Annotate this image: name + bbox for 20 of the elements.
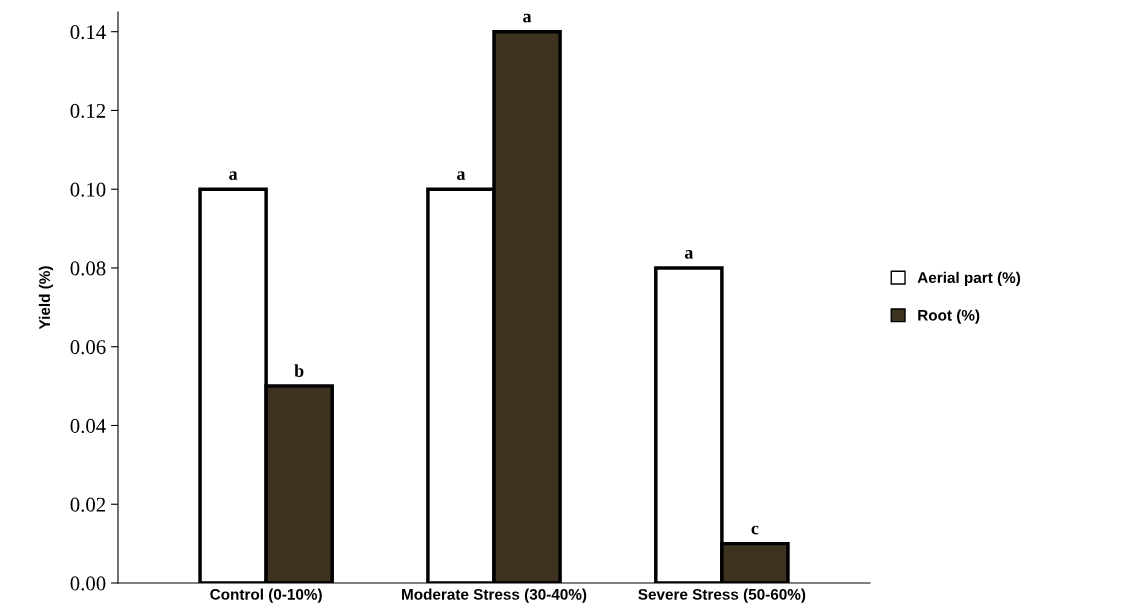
y-axis-title: Yield (%) [38, 266, 54, 330]
data-label: a [229, 171, 238, 180]
data-label: a [523, 13, 532, 23]
data-label: a [457, 171, 466, 180]
y-tick-label: 0.00 [70, 576, 106, 591]
y-tick-label: 0.06 [70, 340, 106, 355]
y-tick-label: 0.14 [70, 25, 106, 40]
data-label: c [751, 525, 759, 535]
x-tick-label: Moderate Stress (30-40%) [402, 588, 587, 603]
data-label: b [294, 364, 304, 377]
legend-label: Aerial part (%) [917, 271, 1021, 287]
y-tick-label: 0.02 [70, 497, 106, 512]
y-tick-label: 0.10 [70, 182, 106, 197]
x-tick-label: Control (0-10%) [210, 588, 322, 603]
data-label: a [684, 250, 694, 259]
x-tick-label: Severe Stress (50-60%) [638, 588, 806, 603]
legend-label: Root (%) [918, 309, 980, 324]
y-tick-label: 0.04 [70, 418, 106, 434]
y-tick-label: 0.08 [70, 261, 106, 276]
y-tick-label: 0.12 [70, 103, 106, 118]
